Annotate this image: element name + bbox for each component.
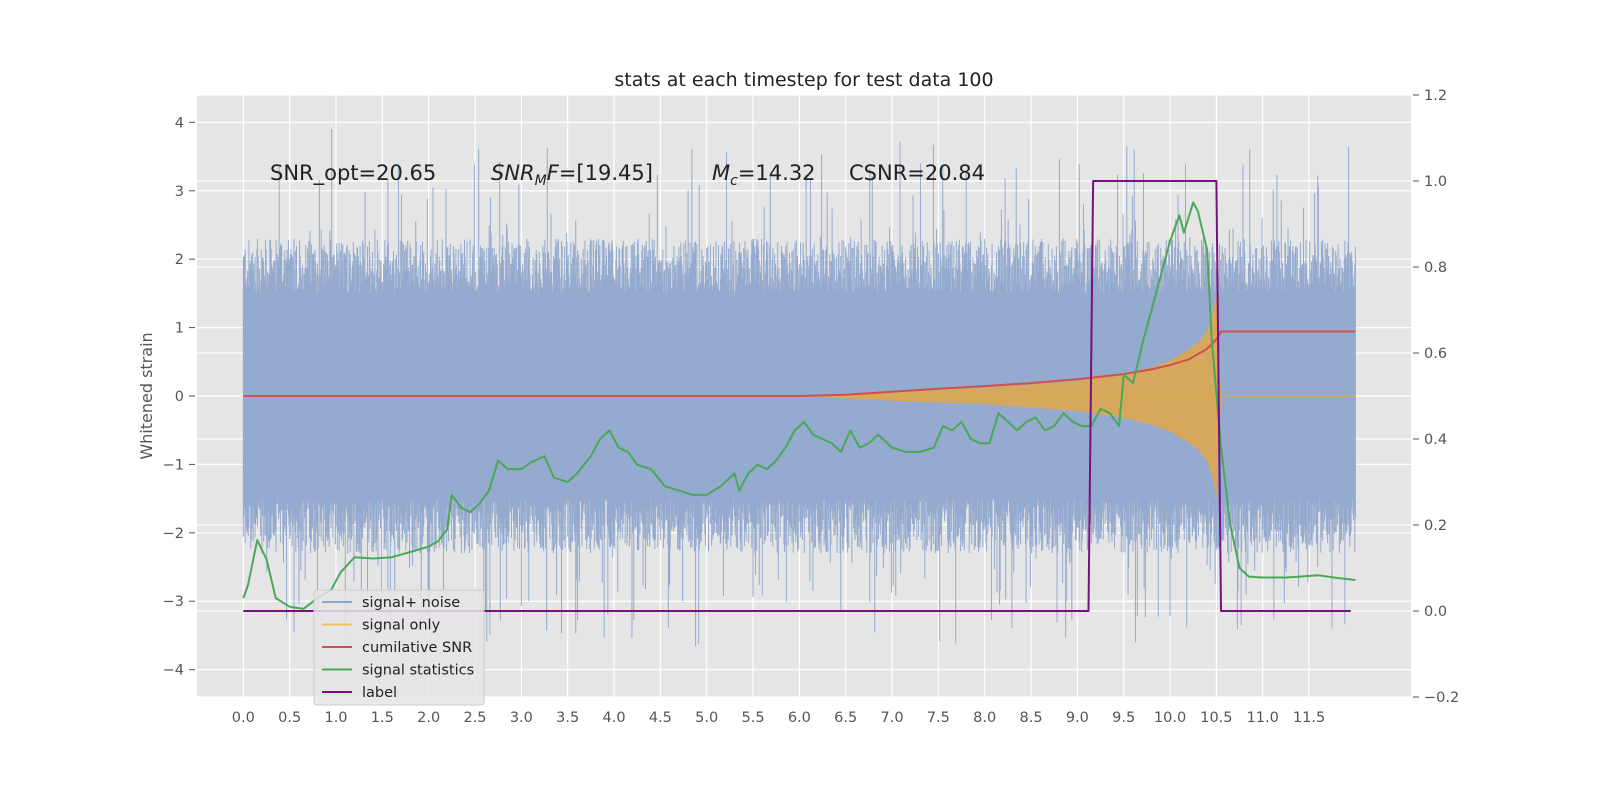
y2-tick-label: 1.0 xyxy=(1424,174,1447,190)
x-tick-label: 2.5 xyxy=(463,710,486,726)
legend-box xyxy=(313,589,485,706)
y2-tick-label: 0.2 xyxy=(1424,518,1447,534)
x-tick-label: 7.0 xyxy=(881,710,904,726)
y-tick-label: 0 xyxy=(175,389,184,405)
y-tick-label: −3 xyxy=(163,594,184,610)
annotation-snr-opt: SNR_opt=20.65 xyxy=(270,161,436,186)
x-tick-label: 10.5 xyxy=(1200,710,1232,726)
y-tick-label: −2 xyxy=(163,526,184,542)
legend-entry: signal+ noise xyxy=(362,595,460,611)
y2-tick-label: 0.6 xyxy=(1424,346,1447,362)
x-tick-label: 0.0 xyxy=(232,710,255,726)
annotation-snr-mf-sub: M xyxy=(535,173,547,189)
x-tick-label: 3.5 xyxy=(556,710,579,726)
x-tick-label: 0.5 xyxy=(278,710,301,726)
y-tick-label: −1 xyxy=(163,457,184,473)
x-tick-label: 5.5 xyxy=(741,710,764,726)
annotation-mc-sub: c xyxy=(730,173,738,189)
x-tick-label: 7.5 xyxy=(927,710,950,726)
series-label xyxy=(243,180,1351,612)
y-tick-label: 1 xyxy=(175,321,184,337)
x-tick-label: 8.5 xyxy=(1020,710,1043,726)
legend-entry: signal statistics xyxy=(362,663,474,679)
x-tick-label: 2.0 xyxy=(417,710,440,726)
y-tick-label: −4 xyxy=(163,663,184,679)
x-tick-label: 8.0 xyxy=(973,710,996,726)
annotation-snr-mf-main: SNR xyxy=(491,161,535,185)
annotation-csnr: CSNR=20.84 xyxy=(849,161,985,185)
series-layer xyxy=(242,128,1356,647)
annotation-snr-mf-value: =[19.45] xyxy=(559,161,653,185)
x-tick-label: 10.0 xyxy=(1154,710,1186,726)
y2-tick-label: 0.4 xyxy=(1424,432,1447,448)
y-tick-label: 3 xyxy=(175,184,184,200)
y2-tick-label: 1.2 xyxy=(1424,88,1447,104)
y2-tick-label: 0.8 xyxy=(1424,260,1447,276)
annotation-mc-value: =14.32 xyxy=(738,161,816,185)
x-tick-label: 9.0 xyxy=(1066,710,1089,726)
annotation-snr-mf: SNRMF=[19.45] xyxy=(491,161,653,189)
annotation-snr-mf-tail: F xyxy=(547,161,560,185)
y2-axis: 1.2 1.0 0.8 0.6 0.4 0.2 0.0 −0.2 xyxy=(1413,88,1459,706)
x-tick-label: 9.5 xyxy=(1112,710,1135,726)
x-tick-label: 4.0 xyxy=(602,710,625,726)
x-tick-label: 11.0 xyxy=(1247,710,1279,726)
legend-entry: signal only xyxy=(362,618,441,634)
x-axis: 0.0 0.5 1.0 1.5 2.0 2.5 3.0 3.5 4.0 4.5 5.0 5.5 6.0 6… xyxy=(232,710,1325,726)
x-tick-label: 5.0 xyxy=(695,710,718,726)
annotation-mc-main: M xyxy=(712,161,730,185)
chart-title: stats at each timestep for test data 100 xyxy=(614,69,993,91)
x-tick-label: 11.5 xyxy=(1293,710,1325,726)
legend-entry: cumilative SNR xyxy=(362,640,472,656)
y-axis: 4 3 2 1 0 −1 −2 −3 −4 xyxy=(163,115,195,679)
x-tick-label: 6.0 xyxy=(788,710,811,726)
x-tick-label: 3.0 xyxy=(510,710,533,726)
y2-tick-label: 0.0 xyxy=(1424,604,1447,620)
x-tick-label: 1.5 xyxy=(371,710,394,726)
x-tick-label: 4.5 xyxy=(649,710,672,726)
y-axis-label: Whitened strain xyxy=(137,332,156,459)
y-tick-label: 2 xyxy=(175,252,184,268)
x-tick-label: 6.5 xyxy=(834,710,857,726)
x-tick-label: 1.0 xyxy=(324,710,347,726)
annotations: SNR_opt=20.65 SNRMF=[19.45] Mc=14.32 CSN… xyxy=(270,161,985,189)
series-signal-statistics xyxy=(242,201,1356,610)
legend-entry: label xyxy=(362,685,397,701)
y2-tick-label: −0.2 xyxy=(1424,690,1459,706)
annotation-mc: Mc=14.32 xyxy=(712,161,816,189)
legend: signal+ noise signal only cumilative SNR si… xyxy=(313,589,485,706)
y-tick-label: 4 xyxy=(175,115,184,131)
